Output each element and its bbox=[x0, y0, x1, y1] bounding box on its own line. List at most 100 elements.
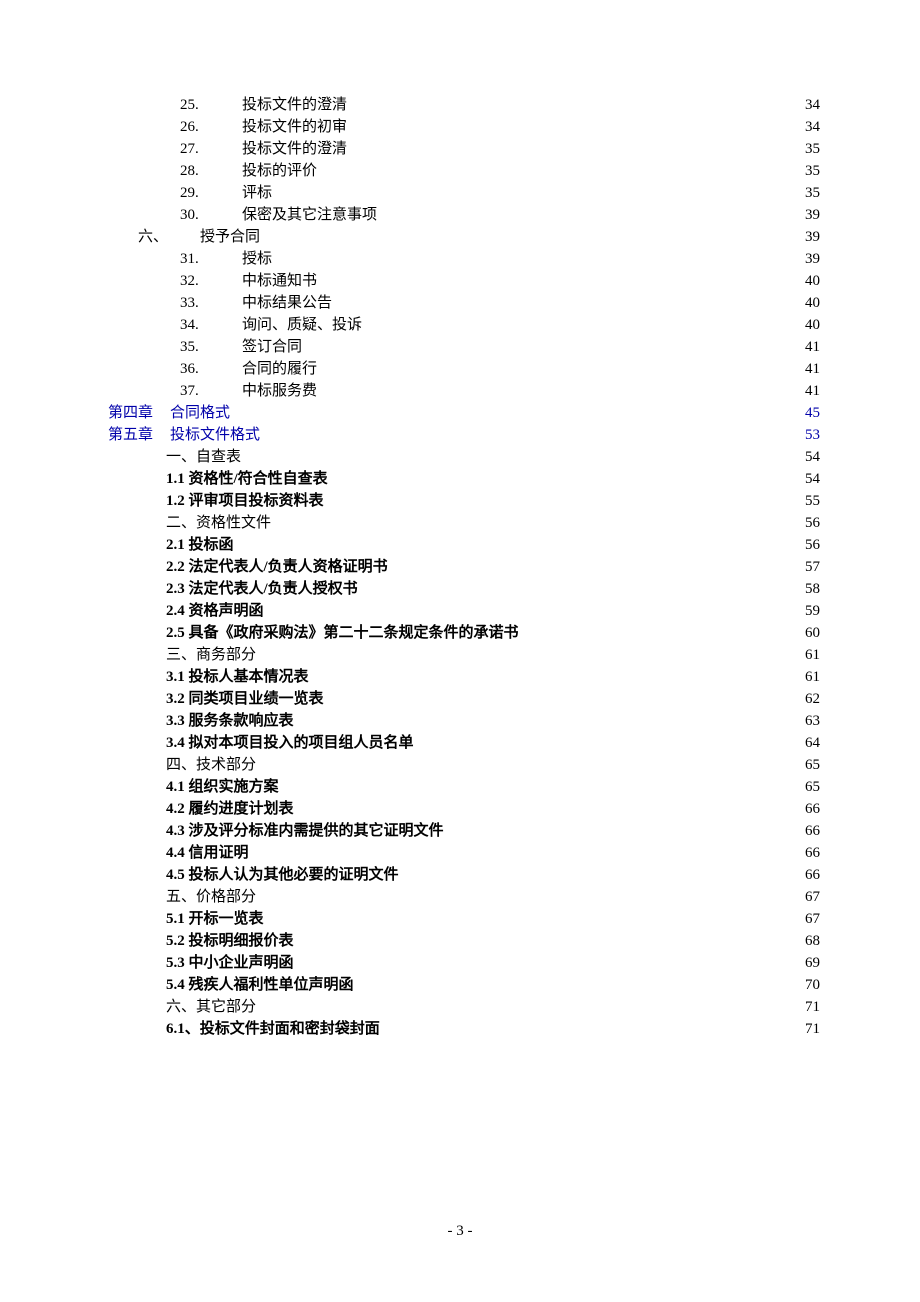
toc-entry-page: 39 bbox=[798, 227, 820, 248]
toc-entry-label: 中标通知书 bbox=[242, 271, 317, 292]
toc-entry: 4.2 履约进度计划表66 bbox=[108, 799, 820, 820]
toc-entry-label: 一、自查表 bbox=[166, 447, 241, 468]
toc-entry-page: 34 bbox=[798, 117, 820, 138]
toc-entry: 30.保密及其它注意事项 39 bbox=[108, 205, 820, 226]
toc-entry-number: 33. bbox=[180, 293, 242, 314]
toc-entry-label: 5.4 残疾人福利性单位声明函 bbox=[166, 975, 354, 996]
toc-entry-label: 询问、质疑、投诉 bbox=[242, 315, 362, 336]
toc-entry-label: 四、技术部分 bbox=[166, 755, 256, 776]
toc-entry-page: 35 bbox=[798, 139, 820, 160]
toc-entry-page: 39 bbox=[798, 249, 820, 270]
toc-entry-page: 65 bbox=[798, 777, 820, 798]
toc-entry: 33.中标结果公告40 bbox=[108, 293, 820, 314]
toc-entry-label: 2.3 法定代表人/负责人授权书 bbox=[166, 579, 358, 600]
toc-entry: 1.2 评审项目投标资料表 55 bbox=[108, 491, 820, 512]
toc-entry-label: 1.1 资格性/符合性自查表 bbox=[166, 469, 328, 490]
toc-entry: 2.3 法定代表人/负责人授权书 58 bbox=[108, 579, 820, 600]
toc-entry-page: 41 bbox=[798, 381, 820, 402]
toc-entry: 3.4 拟对本项目投入的项目组人员名单64 bbox=[108, 733, 820, 754]
toc-entry-label: 2.4 资格声明函 bbox=[166, 601, 264, 622]
toc-entry-page: 45 bbox=[798, 403, 820, 424]
toc-entry-page: 60 bbox=[798, 623, 820, 644]
toc-entry: 六、授予合同39 bbox=[108, 227, 820, 248]
toc-entry-page: 66 bbox=[798, 865, 820, 886]
toc-entry-label: 二、资格性文件 bbox=[166, 513, 271, 534]
toc-entry-label: 4.4 信用证明 bbox=[166, 843, 249, 864]
toc-entry: 5.2 投标明细报价表 68 bbox=[108, 931, 820, 952]
toc-entry[interactable]: 第五章投标文件格式53 bbox=[108, 425, 820, 446]
toc-entry: 34.询问、质疑、投诉 40 bbox=[108, 315, 820, 336]
toc-entry-label: 评标 bbox=[242, 183, 272, 204]
toc-entry-label: 中标服务费 bbox=[242, 381, 317, 402]
toc-entry-label: 中标结果公告 bbox=[242, 293, 332, 314]
toc-entry: 3.3 服务条款响应表 63 bbox=[108, 711, 820, 732]
toc-entry-number: 28. bbox=[180, 161, 242, 182]
toc-entry-label: 5.3 中小企业声明函 bbox=[166, 953, 294, 974]
toc-entry-number: 35. bbox=[180, 337, 242, 358]
toc-entry[interactable]: 第四章合同格式45 bbox=[108, 403, 820, 424]
toc-entry: 二、资格性文件56 bbox=[108, 513, 820, 534]
toc-entry-label: 5.2 投标明细报价表 bbox=[166, 931, 294, 952]
toc-entry-page: 65 bbox=[798, 755, 820, 776]
toc-entry: 36.合同的履行 41 bbox=[108, 359, 820, 380]
toc-entry: 2.2 法定代表人/负责人资格证明书 57 bbox=[108, 557, 820, 578]
toc-entry-label: 保密及其它注意事项 bbox=[242, 205, 377, 226]
toc-entry-page: 62 bbox=[798, 689, 820, 710]
toc-entry-page: 39 bbox=[798, 205, 820, 226]
toc-entry-page: 35 bbox=[798, 183, 820, 204]
toc-entry-label: 合同的履行 bbox=[242, 359, 317, 380]
toc-entry-label: 投标文件的澄清 bbox=[242, 139, 347, 160]
toc-entry-page: 64 bbox=[798, 733, 820, 754]
toc-entry-page: 61 bbox=[798, 667, 820, 688]
toc-entry-page: 53 bbox=[798, 425, 820, 446]
toc-entry-number: 36. bbox=[180, 359, 242, 380]
toc-entry-page: 59 bbox=[798, 601, 820, 622]
toc-entry-label: 投标文件的初审 bbox=[242, 117, 347, 138]
toc-entry-page: 55 bbox=[798, 491, 820, 512]
toc-entry-number: 30. bbox=[180, 205, 242, 226]
toc-entry: 5.1 开标一览表 67 bbox=[108, 909, 820, 930]
toc-entry-page: 56 bbox=[798, 535, 820, 556]
toc-entry: 25.投标文件的澄清34 bbox=[108, 95, 820, 116]
toc-entry: 6.1、投标文件封面和密封袋封面71 bbox=[108, 1019, 820, 1040]
toc-entry-page: 71 bbox=[798, 1019, 820, 1040]
toc-entry-page: 41 bbox=[798, 359, 820, 380]
toc-entry: 2.1 投标函56 bbox=[108, 535, 820, 556]
toc-entry-label: 六、其它部分 bbox=[166, 997, 256, 1018]
toc-entry-page: 67 bbox=[798, 909, 820, 930]
toc-entry-label: 投标文件的澄清 bbox=[242, 95, 347, 116]
toc-entry-label: 1.2 评审项目投标资料表 bbox=[166, 491, 324, 512]
toc-entry-page: 63 bbox=[798, 711, 820, 732]
toc-entry: 四、技术部分 65 bbox=[108, 755, 820, 776]
toc-entry-label: 三、商务部分 bbox=[166, 645, 256, 666]
toc-entry-page: 68 bbox=[798, 931, 820, 952]
toc-entry-page: 57 bbox=[798, 557, 820, 578]
toc-entry-number: 六、 bbox=[138, 227, 200, 248]
table-of-contents: 25.投标文件的澄清3426.投标文件的初审3427.投标文件的澄清3528.投… bbox=[108, 95, 820, 1040]
toc-entry-page: 67 bbox=[798, 887, 820, 908]
toc-entry: 26.投标文件的初审 34 bbox=[108, 117, 820, 138]
toc-entry: 2.4 资格声明函 59 bbox=[108, 601, 820, 622]
toc-entry-label: 5.1 开标一览表 bbox=[166, 909, 264, 930]
toc-entry: 35.签订合同41 bbox=[108, 337, 820, 358]
toc-entry-label: 合同格式 bbox=[170, 403, 230, 424]
toc-entry-label: 3.3 服务条款响应表 bbox=[166, 711, 294, 732]
page-footer: - 3 - bbox=[0, 1223, 920, 1240]
toc-entry-number: 26. bbox=[180, 117, 242, 138]
toc-entry: 28.投标的评价35 bbox=[108, 161, 820, 182]
toc-entry-page: 58 bbox=[798, 579, 820, 600]
toc-entry-page: 40 bbox=[798, 315, 820, 336]
toc-entry: 5.4 残疾人福利性单位声明函70 bbox=[108, 975, 820, 996]
toc-entry: 3.2 同类项目业绩一览表62 bbox=[108, 689, 820, 710]
toc-entry-label: 4.1 组织实施方案 bbox=[166, 777, 279, 798]
toc-entry: 3.1 投标人基本情况表61 bbox=[108, 667, 820, 688]
toc-entry-label: 2.2 法定代表人/负责人资格证明书 bbox=[166, 557, 388, 578]
toc-entry-number: 34. bbox=[180, 315, 242, 336]
toc-entry-page: 61 bbox=[798, 645, 820, 666]
toc-entry-page: 54 bbox=[798, 469, 820, 490]
toc-entry-page: 35 bbox=[798, 161, 820, 182]
toc-entry-label: 签订合同 bbox=[242, 337, 302, 358]
toc-entry-page: 66 bbox=[798, 821, 820, 842]
toc-entry: 4.1 组织实施方案 65 bbox=[108, 777, 820, 798]
toc-entry: 五、价格部分67 bbox=[108, 887, 820, 908]
